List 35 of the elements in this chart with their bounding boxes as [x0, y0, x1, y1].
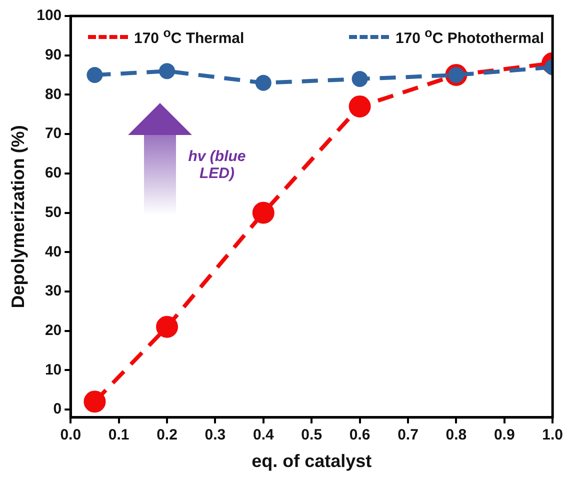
y-axis-title: Depolymerization (%)	[8, 125, 28, 308]
point	[156, 316, 178, 338]
y-tick-label: 20	[44, 322, 62, 339]
x-tick-label: 0.1	[108, 426, 130, 444]
legend-label: 170 $^{o}$C Photothermal	[395, 26, 544, 47]
point	[86, 67, 103, 84]
y-tick-label: 70	[44, 125, 62, 142]
x-tick-label: 0.2	[156, 426, 178, 444]
y-tick-label: 30	[44, 282, 62, 300]
x-axis-title: eq. of catalyst	[252, 451, 372, 472]
x-tick-label: 0.7	[398, 426, 418, 444]
y-tick-label: 100	[36, 7, 62, 24]
y-tick-label: 80	[44, 86, 62, 103]
x-tick-label: 0.9	[494, 426, 515, 444]
y-tick-label: 60	[44, 164, 62, 182]
x-tick-label: 0.0	[60, 426, 82, 444]
annotation: hv (blue LED)	[187, 148, 247, 182]
x-tick-label: 0.6	[349, 426, 370, 444]
y-tick-label: 50	[44, 204, 62, 221]
y-tick-label: 90	[44, 46, 62, 64]
y-tick-label: 40	[44, 243, 62, 260]
x-tick-label: 0.4	[252, 426, 274, 444]
point	[159, 63, 176, 80]
x-tick-label: 0.8	[446, 426, 467, 444]
point	[348, 96, 371, 118]
point	[252, 202, 274, 224]
y-tick-label: 10	[44, 361, 62, 378]
point	[84, 390, 106, 413]
legend-label: 170 $^{o}$C Thermal	[134, 26, 244, 47]
point	[255, 74, 272, 91]
x-tick-label: 0.3	[204, 426, 226, 444]
x-tick-label: 0.5	[301, 426, 322, 444]
x-tick-label: 1.0	[542, 426, 564, 444]
y-tick-label: 0	[53, 400, 62, 418]
point	[352, 70, 368, 87]
